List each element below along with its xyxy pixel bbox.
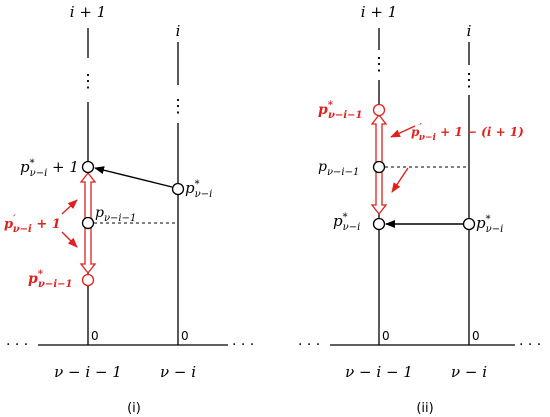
panel-caption: (ii) <box>416 401 433 416</box>
node-left-bottom-red <box>81 273 95 287</box>
column-left-top-label: i + 1 <box>70 3 106 21</box>
zero-label-left: 0 <box>382 329 390 343</box>
axis-label-left: ν − i − 1 <box>345 363 413 381</box>
label-red-top: p* ν−i−1 <box>318 100 362 121</box>
panel-i: · · · · · · i + 1 i ⋮ ⋮ 0 0 ν − i − 1 ν … <box>4 3 254 416</box>
ellipsis-right: · · · <box>519 337 541 353</box>
vdots-left: ⋮ <box>79 71 97 92</box>
label-right: p* ν−i <box>476 214 503 235</box>
ellipsis-left: · · · <box>298 337 320 353</box>
red-pointer-arrow-lower <box>391 167 409 193</box>
ellipsis-left: · · · <box>6 337 28 353</box>
axis-label-left: ν − i − 1 <box>54 363 122 381</box>
panel-caption: (i) <box>127 401 141 416</box>
node-left-lower <box>372 217 386 231</box>
label-red-annotation: p′ ν−i + 1 − (i + 1) <box>411 123 524 143</box>
red-pointer-arrow-upper <box>390 125 416 138</box>
column-left-top-label: i + 1 <box>361 3 397 21</box>
zero-label-right: 0 <box>181 329 189 343</box>
axis-label-right: ν − i <box>160 363 196 381</box>
node-right <box>462 217 476 231</box>
vdots-right: ⋮ <box>169 96 187 117</box>
zero-label-right: 0 <box>472 329 480 343</box>
ellipsis-right: · · · <box>232 337 254 353</box>
node-left-mid <box>372 160 386 174</box>
vdots-left: ⋮ <box>370 54 388 75</box>
node-right <box>171 182 185 196</box>
node-left-top-red <box>372 103 386 117</box>
node-left-mid <box>81 216 95 230</box>
axis-label-right: ν − i <box>451 363 487 381</box>
red-pointer-arrow-lower <box>61 231 78 248</box>
label-red-bottom: p* ν−i−1 <box>28 269 72 290</box>
vdots-right: ⋮ <box>460 70 478 91</box>
label-left-upper: p* ν−i + 1 <box>20 158 79 179</box>
node-left-upper <box>81 160 95 174</box>
label-left-lower: p* ν−i <box>333 212 360 233</box>
red-pointer-arrow-upper <box>61 199 78 215</box>
column-right-top-label: i <box>176 22 181 40</box>
black-arrow <box>94 166 173 188</box>
zero-label-left: 0 <box>91 329 99 343</box>
column-right-top-label: i <box>467 22 472 40</box>
panel-ii: · · · · · · i + 1 i ⋮ ⋮ 0 0 ν − i − 1 ν … <box>298 3 541 416</box>
label-left-mid: pν−i−1 <box>95 205 136 224</box>
label-left-mid: pν−i−1 <box>318 159 359 178</box>
label-right: p* ν−i <box>185 179 212 200</box>
label-red-annotation: p′ ν−i + 1 <box>4 214 61 235</box>
